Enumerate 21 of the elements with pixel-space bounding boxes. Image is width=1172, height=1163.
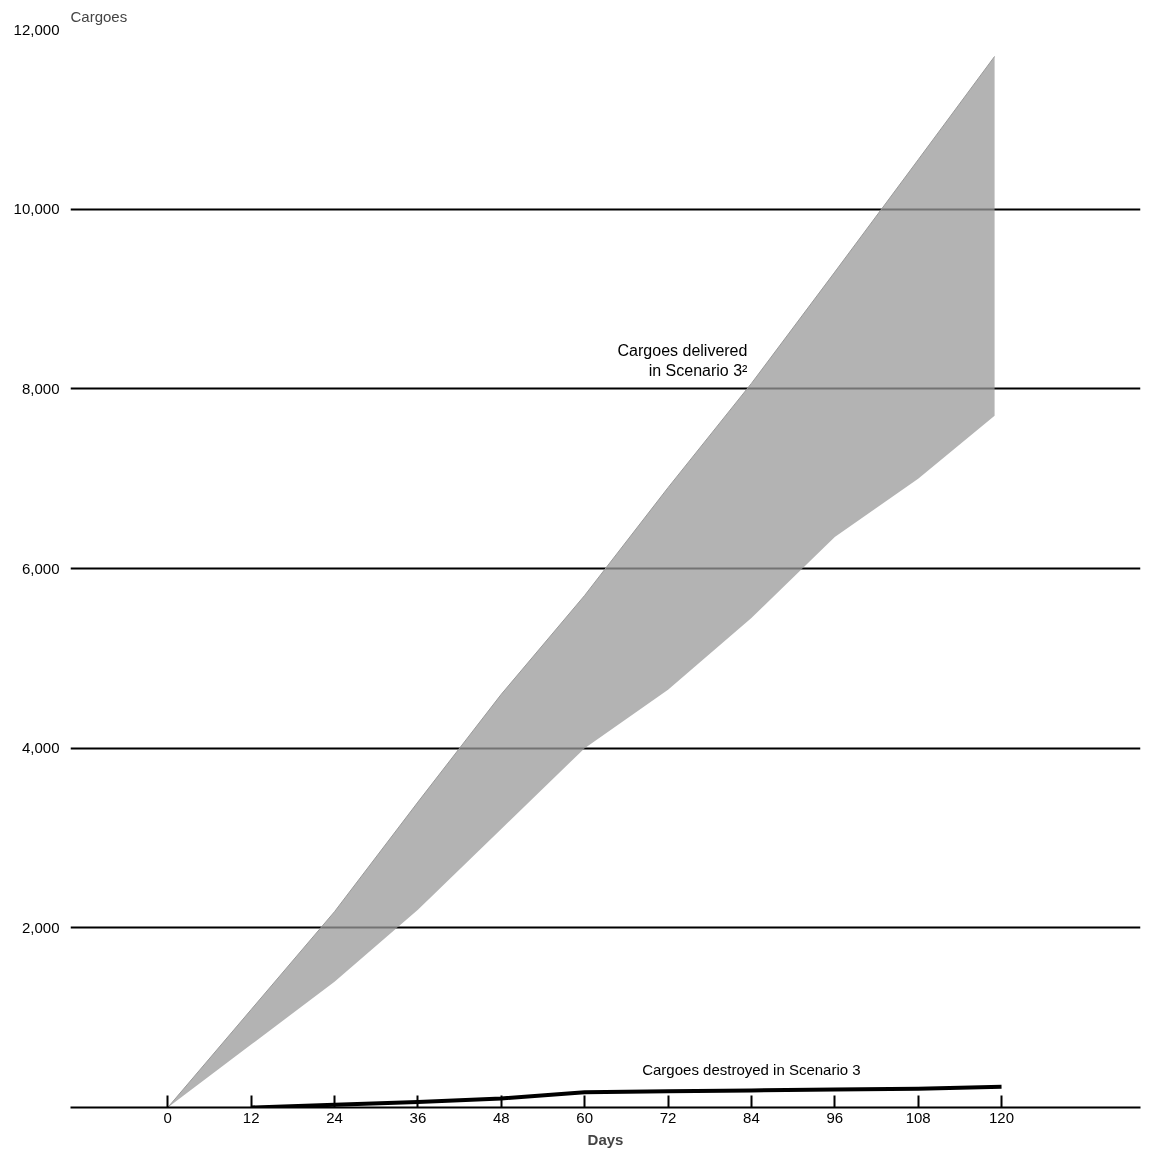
y-tick-label: 12,000 xyxy=(13,20,60,38)
x-tick-label: 120 xyxy=(989,1108,1015,1126)
x-tick-label: 60 xyxy=(576,1108,593,1126)
x-tick-label: 84 xyxy=(743,1108,760,1126)
x-tick-label: 24 xyxy=(326,1108,343,1126)
x-tick-label: 0 xyxy=(163,1108,172,1126)
y-axis-title: Cargoes xyxy=(70,7,128,25)
x-tick-label: 36 xyxy=(409,1108,427,1126)
x-tick-label: 12 xyxy=(242,1108,260,1126)
y-tick-label: 8,000 xyxy=(21,379,60,397)
x-tick-label: 48 xyxy=(492,1108,510,1126)
series-label: Cargoes destroyed in Scenario 3 xyxy=(642,1061,861,1079)
x-axis-title: Days xyxy=(587,1130,624,1148)
y-tick-label: 6,000 xyxy=(21,559,60,577)
x-tick-label: 96 xyxy=(826,1108,844,1126)
series-label: Cargoes delivered in Scenario 3² xyxy=(617,342,749,380)
y-tick-label: 4,000 xyxy=(21,739,60,757)
x-tick-label: 108 xyxy=(905,1108,931,1126)
y-tick-label: 10,000 xyxy=(13,200,60,218)
x-tick-label: 72 xyxy=(659,1108,677,1126)
y-tick-label: 2,000 xyxy=(21,918,60,936)
